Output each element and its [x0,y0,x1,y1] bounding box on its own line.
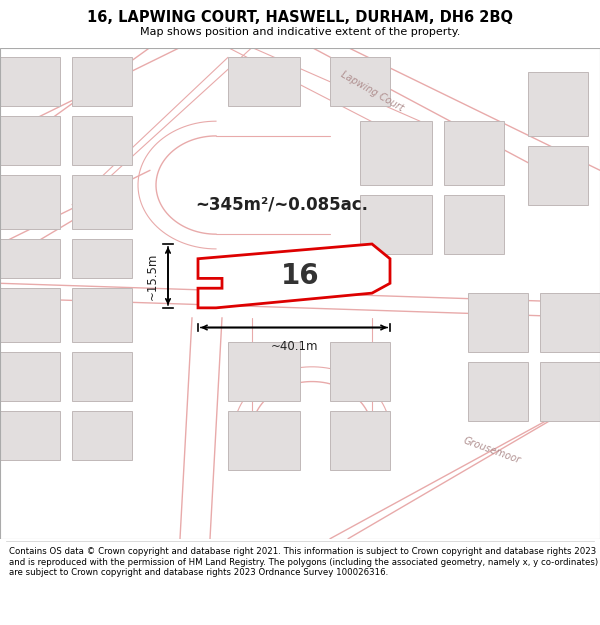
Polygon shape [540,362,600,421]
Polygon shape [72,175,132,229]
Text: ~345m²/~0.085ac.: ~345m²/~0.085ac. [196,196,368,214]
Polygon shape [0,352,60,401]
Text: ~40.1m: ~40.1m [270,340,318,352]
Polygon shape [528,146,588,205]
Polygon shape [0,58,60,106]
Polygon shape [468,293,528,352]
Polygon shape [72,239,132,278]
Polygon shape [198,244,390,308]
Polygon shape [0,411,60,460]
Polygon shape [330,342,390,401]
Text: ~15.5m: ~15.5m [146,253,159,299]
Polygon shape [360,195,432,254]
Polygon shape [72,352,132,401]
Polygon shape [72,288,132,342]
Text: 16, LAPWING COURT, HASWELL, DURHAM, DH6 2BQ: 16, LAPWING COURT, HASWELL, DURHAM, DH6 … [87,11,513,26]
Text: 16: 16 [281,262,319,290]
Polygon shape [330,58,390,106]
Polygon shape [444,195,504,254]
Polygon shape [228,411,300,470]
Polygon shape [444,121,504,185]
Text: Map shows position and indicative extent of the property.: Map shows position and indicative extent… [140,27,460,37]
Bar [0,48,600,539]
Text: Contains OS data © Crown copyright and database right 2021. This information is : Contains OS data © Crown copyright and d… [9,548,598,577]
Polygon shape [228,342,300,401]
Polygon shape [360,121,432,185]
Polygon shape [528,72,588,136]
Text: Lapwing Court: Lapwing Court [339,70,405,114]
Polygon shape [72,58,132,106]
Polygon shape [0,239,60,278]
Polygon shape [0,175,60,229]
Polygon shape [0,288,60,342]
Text: Grousemoor: Grousemoor [462,436,522,466]
Polygon shape [330,411,390,470]
Polygon shape [72,411,132,460]
Polygon shape [540,293,600,352]
Polygon shape [468,362,528,421]
Polygon shape [0,116,60,166]
Polygon shape [228,58,300,106]
Polygon shape [72,116,132,166]
